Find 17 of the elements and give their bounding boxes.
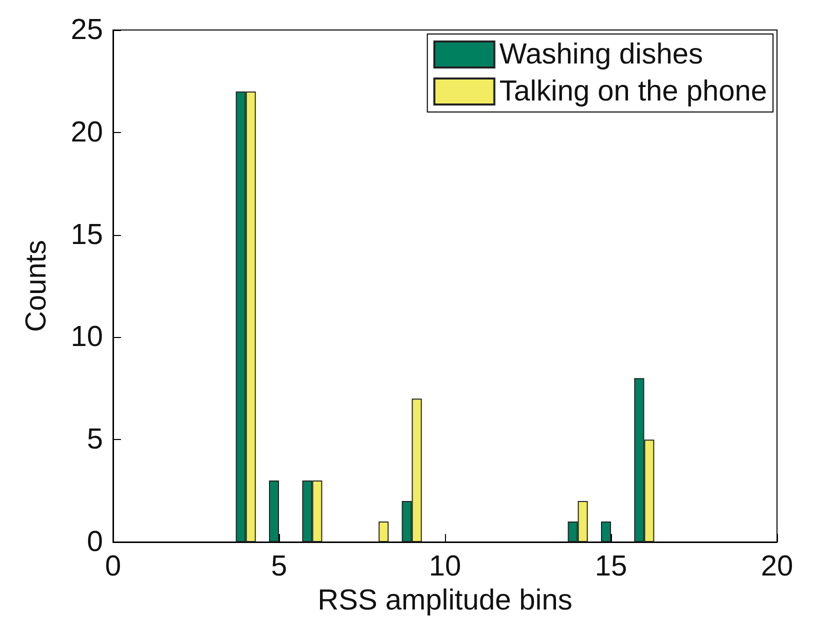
x-axis-title: RSS amplitude bins [318,584,572,616]
bar [601,522,611,542]
y-tick-label: 10 [70,321,103,354]
x-tick-label: 10 [428,550,462,582]
legend-label: Washing dishes [499,38,703,70]
legend-label: Talking on the phone [499,76,767,108]
y-tick-label: 5 [86,424,103,456]
y-tick-label: 0 [86,526,103,558]
x-tick-label: 5 [270,550,288,582]
y-axis-title: Counts [20,240,52,332]
x-tick-label: 15 [594,550,628,582]
bar [269,480,279,542]
y-tick-label: 20 [70,116,103,148]
y-tick-label: 15 [70,218,103,251]
bar [378,522,389,542]
y-tick-label: 25 [70,14,103,46]
x-tick-label: 20 [760,550,794,582]
